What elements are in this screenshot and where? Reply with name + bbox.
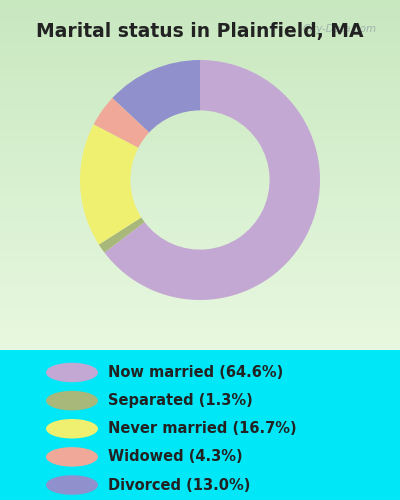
- Circle shape: [46, 447, 98, 466]
- Wedge shape: [94, 98, 149, 148]
- Text: Divorced (13.0%): Divorced (13.0%): [108, 478, 250, 492]
- Circle shape: [46, 391, 98, 410]
- Text: Separated (1.3%): Separated (1.3%): [108, 393, 253, 408]
- Circle shape: [46, 419, 98, 438]
- Text: Widowed (4.3%): Widowed (4.3%): [108, 450, 243, 464]
- Circle shape: [46, 362, 98, 382]
- Wedge shape: [80, 124, 141, 244]
- Text: Now married (64.6%): Now married (64.6%): [108, 365, 283, 380]
- Wedge shape: [99, 218, 144, 252]
- Wedge shape: [104, 60, 320, 300]
- Circle shape: [46, 475, 98, 495]
- Text: Never married (16.7%): Never married (16.7%): [108, 421, 297, 436]
- Text: City-Data.com: City-Data.com: [303, 24, 377, 34]
- Text: Marital status in Plainfield, MA: Marital status in Plainfield, MA: [36, 22, 364, 42]
- Wedge shape: [112, 60, 200, 132]
